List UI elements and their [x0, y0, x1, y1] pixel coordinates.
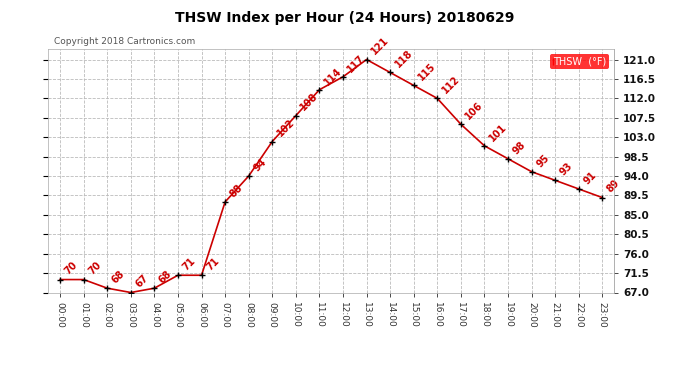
Text: 70: 70	[86, 260, 103, 277]
Text: 108: 108	[299, 92, 320, 113]
Text: 101: 101	[487, 122, 509, 143]
Text: THSW Index per Hour (24 Hours) 20180629: THSW Index per Hour (24 Hours) 20180629	[175, 11, 515, 25]
Text: 106: 106	[464, 100, 485, 122]
Text: 115: 115	[417, 61, 438, 82]
Text: 71: 71	[204, 256, 221, 273]
Text: 112: 112	[440, 74, 462, 96]
Text: 68: 68	[110, 269, 127, 285]
Text: 114: 114	[322, 66, 344, 87]
Text: 121: 121	[369, 35, 391, 57]
Text: 98: 98	[511, 139, 527, 156]
Text: Copyright 2018 Cartronics.com: Copyright 2018 Cartronics.com	[54, 38, 195, 46]
Text: 95: 95	[534, 152, 551, 169]
Text: 93: 93	[558, 161, 575, 177]
Text: 67: 67	[134, 273, 150, 290]
Legend: THSW  (°F): THSW (°F)	[550, 54, 609, 69]
Text: 91: 91	[582, 170, 598, 186]
Text: 118: 118	[393, 48, 415, 70]
Text: 102: 102	[275, 117, 297, 139]
Text: 88: 88	[228, 182, 245, 199]
Text: 68: 68	[157, 269, 174, 285]
Text: 89: 89	[605, 178, 622, 195]
Text: 94: 94	[251, 157, 268, 173]
Text: 117: 117	[346, 53, 367, 74]
Text: 70: 70	[63, 260, 79, 277]
Text: 71: 71	[181, 256, 197, 273]
